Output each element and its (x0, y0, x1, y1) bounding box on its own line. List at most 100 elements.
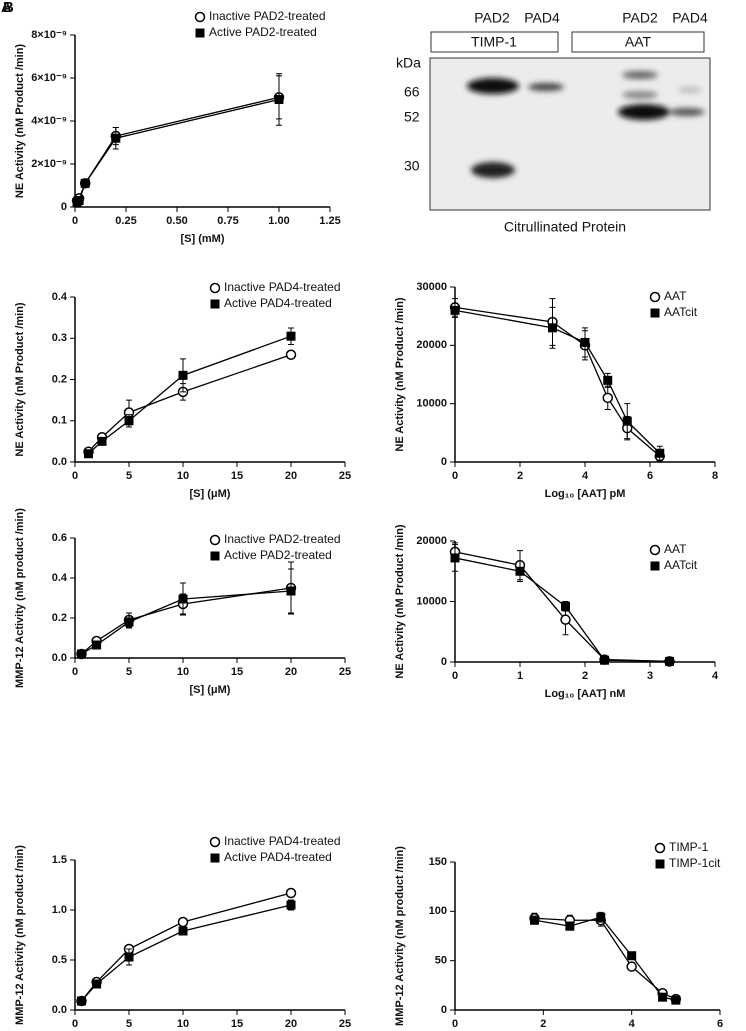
data-point (596, 912, 606, 922)
data-point (450, 553, 460, 563)
legend-label: Inactive PAD2-treated (209, 9, 326, 23)
data-point (286, 900, 296, 910)
x-tick-label: 0.75 (217, 215, 238, 227)
x-tick-label: 2 (540, 1018, 546, 1030)
x-tick-label: 5 (126, 666, 132, 678)
legend-marker (655, 859, 665, 869)
group-box (430, 31, 559, 53)
fit-line (88, 354, 292, 453)
data-point (548, 323, 557, 333)
lane-label: PAD2 (622, 10, 658, 26)
y-tick-label: 20000 (416, 339, 447, 351)
data-point (92, 979, 102, 989)
legend-marker (194, 11, 206, 23)
data-point (124, 952, 134, 962)
data-point (178, 370, 188, 380)
y-tick-label: 0 (61, 201, 67, 213)
panel-label: A (1, 0, 12, 16)
y-tick-label: 20000 (416, 535, 447, 547)
legend-label: AAT (664, 289, 687, 303)
data-point (530, 915, 539, 925)
legend-marker (649, 544, 661, 556)
unit-label: kDa (396, 55, 421, 71)
data-point (92, 640, 102, 650)
y-tick-label: 0.6 (52, 532, 67, 544)
y-axis-label: MMP-12 Activity (nM product /min) (14, 845, 26, 1025)
legend-marker (210, 853, 220, 863)
panel-label: B (3, 0, 14, 16)
data-point (274, 95, 284, 104)
data-point (286, 586, 296, 596)
group-box (571, 31, 705, 53)
x-tick-label: 0 (72, 215, 78, 227)
data-point (626, 961, 637, 972)
blot-image (429, 57, 711, 211)
blot-caption: Citrullinated Protein (504, 219, 626, 235)
x-tick-label: 1.00 (268, 215, 289, 227)
y-tick-label: 6×10⁻⁹ (31, 72, 67, 84)
y-tick-label: 8×10⁻⁹ (31, 29, 67, 41)
lane-label: PAD2 (474, 10, 510, 26)
data-point (80, 178, 90, 188)
marker-label: 30 (404, 158, 420, 174)
marker-label: 66 (404, 84, 420, 100)
x-tick-label: 10 (177, 666, 189, 678)
legend-label: Active PAD2-treated (209, 25, 317, 39)
y-tick-label: 0.2 (52, 373, 67, 385)
legend-marker (210, 299, 220, 309)
legend-marker (650, 561, 660, 571)
data-point (74, 196, 84, 206)
data-point (76, 649, 86, 659)
x-tick-label: 6 (717, 1018, 723, 1030)
y-axis-label: MMP-12 Activity (nM product /min) (394, 846, 406, 1026)
data-point (671, 995, 681, 1005)
legend-label: AATcit (664, 558, 698, 572)
marker-label: 52 (404, 109, 420, 125)
fit-line (76, 98, 280, 204)
y-tick-label: 0.1 (52, 415, 67, 427)
fit-line (88, 335, 292, 455)
y-axis-label: NE Activity (nM Product /min) (14, 302, 26, 457)
y-tick-label: 0.5 (52, 954, 67, 966)
y-axis-label: NE Activity (nM Product /min) (394, 524, 406, 679)
x-tick-label: 25 (339, 1018, 351, 1030)
x-tick-label: 2 (517, 470, 523, 482)
x-tick-label: 4 (629, 1018, 636, 1030)
legend-label: Inactive PAD4-treated (224, 280, 341, 294)
western-blot: PAD2 PAD4 PAD2 PAD4 TIMP-1 AAT kDa 66 52… (396, 10, 711, 235)
legend-marker (210, 551, 220, 561)
data-point (97, 436, 107, 446)
x-tick-label: 3 (647, 670, 653, 682)
data-point (285, 887, 297, 899)
y-tick-label: 0.0 (52, 456, 67, 468)
x-tick-label: 0 (452, 470, 458, 482)
y-tick-label: 0 (441, 1004, 447, 1016)
x-tick-label: 2 (582, 670, 588, 682)
data-point (178, 926, 188, 936)
x-tick-label: 1 (517, 670, 523, 682)
data-point (177, 916, 189, 928)
y-tick-label: 4×10⁻⁹ (31, 115, 67, 127)
x-tick-label: 0.50 (166, 215, 187, 227)
x-tick-label: 5 (126, 470, 132, 482)
x-tick-label: 25 (339, 666, 351, 678)
x-tick-label: 0 (72, 666, 78, 678)
legend-label: TIMP-1 (669, 840, 709, 854)
x-tick-label: 15 (231, 470, 243, 482)
data-point (580, 337, 590, 347)
x-tick-label: 25 (339, 470, 351, 482)
legend-label: Inactive PAD2-treated (224, 532, 341, 546)
x-tick-label: 20 (285, 1018, 297, 1030)
data-point (450, 305, 460, 315)
x-tick-label: 4 (582, 470, 589, 482)
data-point (124, 416, 134, 426)
data-point (603, 375, 613, 385)
y-tick-label: 0.4 (52, 291, 68, 303)
legend-label: Active PAD4-treated (224, 850, 332, 864)
data-point (286, 331, 296, 341)
x-tick-label: 0 (452, 1018, 458, 1030)
y-axis-label: NE Activity (nM Product /min) (14, 44, 26, 199)
x-tick-label: 1.25 (319, 215, 340, 227)
x-tick-label: 0 (72, 1018, 78, 1030)
x-tick-label: 4 (712, 670, 719, 682)
